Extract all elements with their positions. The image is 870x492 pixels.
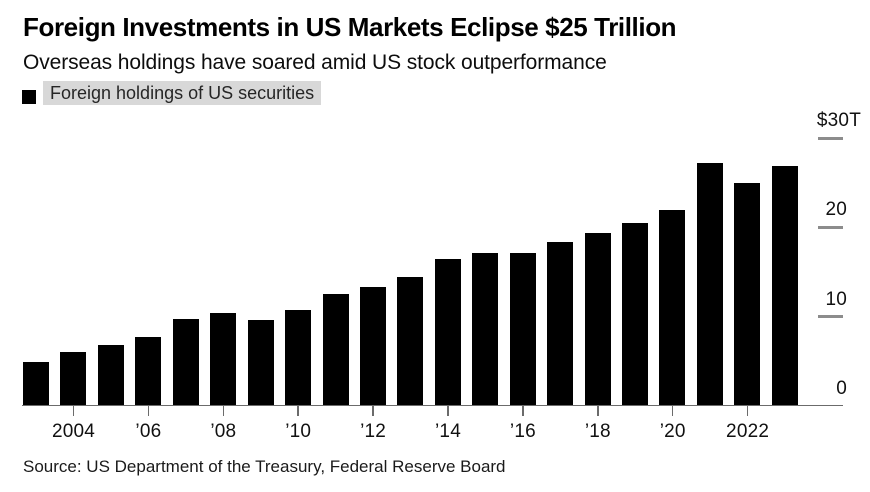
chart-bar-2014 [434,258,461,406]
chart-bar-2009 [247,320,274,406]
chart-bar-2016 [509,253,536,406]
legend-square-icon [22,90,36,104]
chart-bar-2004 [60,352,87,406]
y-tick-dash-10 [818,315,843,319]
chart-bar-2013 [397,277,424,406]
chart-bar-2021 [696,163,723,406]
y-tick-label-20: 20 [825,199,847,221]
chart-bar-2005 [97,345,124,406]
page-title: Foreign Investments in US Markets Eclips… [23,12,677,42]
x-tick-mark-2016 [522,406,524,416]
x-tick-mark-2022 [746,406,749,416]
x-tick-label-2010: ’10 [285,421,312,442]
chart-bar-2003 [23,362,49,406]
chart-bar-2008 [210,313,237,406]
chart-bar-2010 [285,310,312,406]
y-tick-dash-30 [818,136,843,140]
plot-area [23,138,798,406]
bar-series [23,138,798,406]
x-tick-mark-2006 [147,406,150,416]
chart-bar-2019 [622,222,648,406]
y-tick-label-30: $30T [816,110,861,131]
y-tick-dash-20 [818,225,843,229]
source-note: Source: US Department of the Treasury, F… [23,457,506,476]
legend-label: Foreign holdings of US securities [43,81,322,105]
x-tick-label-2006: ’06 [135,421,162,442]
chart-bar-2011 [322,294,349,406]
chart-bar-2015 [472,253,499,406]
x-tick-mark-2012 [372,406,374,416]
chart-subtitle: Overseas holdings have soared amid US st… [23,51,607,74]
x-tick-label-2008: ’08 [210,421,237,442]
y-tick-label-0: 0 [836,378,847,399]
chart-bar-2020 [659,209,686,406]
x-tick-mark-2010 [297,406,299,416]
x-tick-label-2020: ’20 [659,421,686,442]
x-tick-label-2022: 2022 [726,421,770,442]
x-tick-mark-2008 [222,406,224,416]
chart-bar-2006 [135,337,162,406]
chart-bar-2022 [734,182,761,406]
chart-bar-2018 [584,232,611,406]
chart-bar-2023 [771,165,798,406]
chart-bar-2007 [172,319,199,406]
chart-bar-2017 [547,241,574,406]
x-tick-label-2004: 2004 [51,421,96,442]
y-tick-label-10: 10 [825,288,847,310]
x-tick-mark-2018 [597,406,599,416]
chart-bar-2012 [359,287,386,406]
x-tick-mark-2004 [72,406,75,416]
x-axis-line [22,404,843,407]
x-tick-label-2012: ’12 [360,421,387,442]
x-tick-label-2018: ’18 [584,421,611,442]
x-tick-mark-2014 [447,406,449,416]
x-tick-mark-2020 [671,406,674,416]
x-tick-label-2014: ’14 [435,421,461,442]
x-tick-label-2016: ’16 [509,421,536,442]
